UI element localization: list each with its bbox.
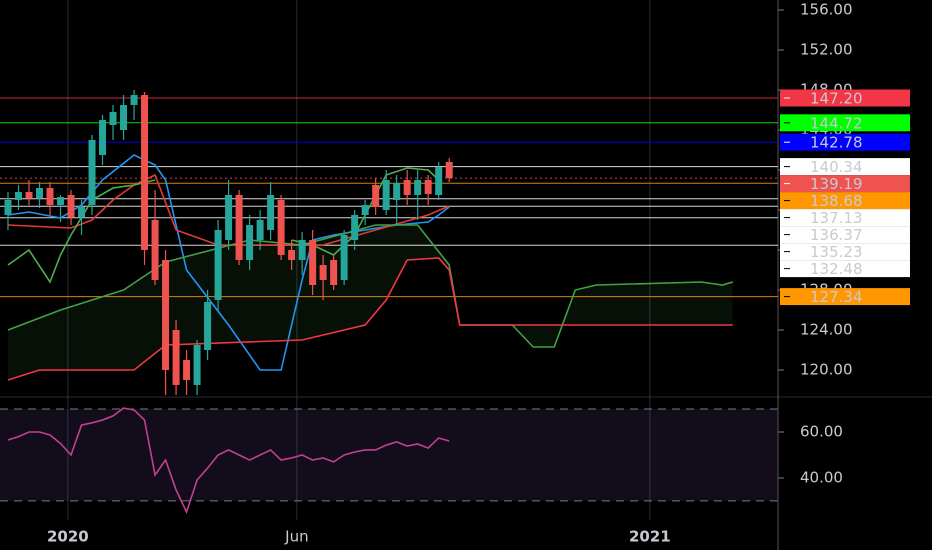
candle-body: [246, 225, 254, 260]
indicator-line: [7, 167, 440, 284]
candle-body: [183, 360, 191, 380]
candle-body: [351, 215, 359, 240]
candle-body: [25, 192, 33, 198]
price-label-box: [780, 226, 910, 244]
indicator-line: [7, 257, 733, 381]
candle-body: [298, 240, 306, 260]
candle-body: [214, 230, 222, 300]
candle-body: [309, 240, 317, 285]
price-label-box: [780, 288, 910, 306]
price-label: 135.23: [810, 243, 863, 261]
price-label: 137.13: [810, 209, 863, 227]
candle-body: [109, 112, 117, 125]
y-tick-label: 152.00: [800, 41, 853, 59]
candle-body: [141, 95, 149, 250]
price-label-box: [780, 114, 910, 132]
candle-body: [88, 140, 96, 205]
candle-body: [235, 195, 243, 260]
price-label-box: [780, 89, 910, 107]
candle-body: [267, 195, 275, 230]
candle-body: [99, 120, 107, 155]
y-tick-label: 124.00: [800, 321, 853, 339]
candle-body: [4, 200, 12, 215]
y-tick-label: 60.00: [800, 423, 843, 441]
candle-body: [361, 205, 369, 215]
price-label-box: [780, 209, 910, 227]
price-label-box: [780, 133, 910, 151]
candle-body: [162, 260, 170, 370]
x-tick-label: 2021: [629, 528, 671, 546]
candle-body: [372, 185, 380, 207]
candle-body: [78, 207, 86, 217]
price-label: 142.78: [810, 134, 863, 152]
candle-body: [382, 180, 390, 210]
price-label: 132.48: [810, 260, 863, 278]
candle-body: [225, 195, 233, 240]
price-label: 144.72: [810, 114, 863, 132]
price-label-box: [780, 175, 910, 193]
candle-body: [403, 180, 411, 195]
x-tick-label: 2020: [47, 528, 89, 546]
indicator-line: [7, 173, 450, 246]
y-tick-label: 40.00: [800, 468, 843, 486]
candle-body: [46, 188, 54, 205]
price-label: 140.34: [810, 158, 863, 176]
candle-body: [435, 167, 443, 195]
price-label-box: [780, 243, 910, 261]
candle-body: [319, 265, 327, 280]
candle-body: [120, 105, 128, 130]
candle-body: [14, 192, 22, 200]
candle-body: [130, 95, 138, 105]
y-tick-label: 156.00: [800, 1, 853, 19]
y-tick-label: 120.00: [800, 361, 853, 379]
rsi-line: [7, 407, 450, 515]
ichimoku-cloud: [7, 225, 733, 380]
candle-body: [393, 183, 401, 200]
rsi-band-fill: [0, 409, 778, 501]
candle-body: [445, 162, 453, 179]
price-label-box: [780, 158, 910, 176]
candle-body: [288, 250, 296, 260]
candle-body: [57, 197, 65, 205]
price-label-box: [780, 260, 910, 278]
candle-body: [151, 220, 159, 280]
candle-body: [256, 220, 264, 240]
price-label: 147.20: [810, 90, 863, 108]
candle-body: [340, 235, 348, 280]
candle-body: [424, 180, 432, 194]
candle-body: [277, 200, 285, 255]
candle-body: [414, 180, 422, 195]
price-label: 127.34: [810, 288, 863, 306]
price-label: 138.68: [810, 192, 863, 210]
x-tick-label: Jun: [284, 528, 308, 546]
candle-body: [204, 302, 212, 350]
price-label-box: [780, 192, 910, 210]
candle-body: [35, 188, 43, 198]
candle-body: [193, 345, 201, 385]
candle-body: [67, 195, 75, 217]
candle-body: [330, 260, 338, 285]
price-label: 139.19: [810, 175, 863, 193]
candle-body: [172, 330, 180, 385]
price-label: 136.37: [810, 226, 863, 244]
